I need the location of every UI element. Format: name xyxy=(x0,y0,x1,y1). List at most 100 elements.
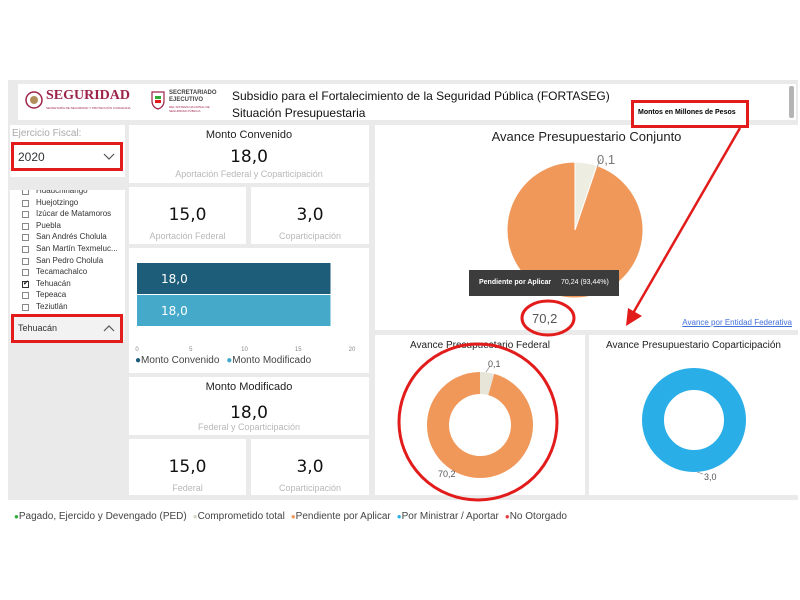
pie-label-pendiente: 70,2 xyxy=(532,311,558,326)
legend-label: Por Ministrar / Aportar xyxy=(401,511,499,522)
bar-chart-svg: 0 5 10 15 20 18,0 18,0 xyxy=(135,263,356,353)
ejercicio-fiscal-select[interactable]: 2020 xyxy=(18,150,45,164)
municipio-dropdown[interactable]: Tehuacán xyxy=(18,323,58,333)
sesnsp-logo-line2: EJECUTIVO xyxy=(169,97,204,103)
annotation-box-municipio xyxy=(11,314,123,343)
bar-axis-tick: 15 xyxy=(295,347,302,353)
municipio-checkbox[interactable] xyxy=(22,222,29,230)
bar-convenido xyxy=(137,263,331,294)
avance-coparticipacion-card: Avance Presupuestario Coparticipación 3,… xyxy=(589,335,798,495)
montos-badge: Montos en Millones de Pesos xyxy=(638,109,736,116)
bar-value-label: 18,0 xyxy=(161,304,188,318)
municipio-option[interactable]: Tepeaca xyxy=(36,290,67,300)
federal-label-comprometido: 0,1 xyxy=(488,359,501,369)
municipio-option[interactable]: Tecamachalco xyxy=(36,267,88,277)
sesnsp-logo: SECRETARIADO EJECUTIVO DEL SISTEMA NACIO… xyxy=(150,88,225,116)
bar-axis-tick: 10 xyxy=(241,347,248,353)
municipio-option[interactable]: Tehuacán xyxy=(36,278,71,288)
municipio-checkbox[interactable] xyxy=(22,257,29,265)
monto-convenido-value: 18,0 xyxy=(230,147,268,167)
avance-coparticipacion-donut xyxy=(642,368,746,475)
avance-conjunto-card: Avance Presupuestario Conjunto 0,1 70,2 … xyxy=(375,125,798,330)
avance-por-entidad-link[interactable]: Avance por Entidad Federativa xyxy=(682,318,792,327)
seguridad-logo-subtext: SECRETARÍA DE SEGURIDAD Y PROTECCIÓN CIU… xyxy=(46,106,131,110)
aportacion-federal-label: Aportación Federal xyxy=(149,231,226,241)
annotation-box-montos xyxy=(631,100,749,128)
chevron-down-icon[interactable] xyxy=(103,153,115,161)
status-legend: ●Pagado, Ejercido y Devengado (PED) ●Comp… xyxy=(14,506,573,524)
monto-convenido-card: Monto Convenido 18,0 Aportación Federal … xyxy=(129,125,369,183)
eagle-seal-icon xyxy=(25,91,43,109)
chevron-up-icon[interactable] xyxy=(103,324,115,332)
legend-dot: ● xyxy=(396,512,402,521)
legend-label: No Otorgado xyxy=(509,511,567,522)
montos-bar-chart: 0 5 10 15 20 18,0 18,0 ●Monto Convenido ●Mont… xyxy=(129,248,369,373)
municipio-checkbox[interactable] xyxy=(22,246,29,253)
legend-dot: ● xyxy=(290,512,296,521)
municipio-checkbox[interactable]: ✔ xyxy=(22,279,29,288)
page-subtitle: Situación Presupuestaria xyxy=(232,106,366,120)
modificado-coparticipacion-card: 3,0 Coparticipación xyxy=(251,439,369,495)
monto-modificado-title: Monto Modificado xyxy=(205,381,293,393)
bar-axis-tick: 5 xyxy=(189,347,193,353)
avance-conjunto-title: Avance Presupuestario Conjunto xyxy=(491,129,682,144)
municipio-checkbox[interactable] xyxy=(22,211,29,219)
monto-modificado-sub: Federal y Coparticipación xyxy=(197,422,301,432)
bar-modificado xyxy=(137,295,331,326)
slice-pendiente-por-aplicar xyxy=(427,372,533,478)
tooltip-value: 70,24 (93,44%) xyxy=(561,279,609,286)
bar-legend: ●Monto Convenido ●Monto Modificado xyxy=(135,355,311,366)
ejercicio-fiscal-label: Ejercicio Fiscal: xyxy=(12,128,82,139)
municipio-checkbox[interactable] xyxy=(22,190,29,195)
avance-federal-title: Avance Presupuestario Federal xyxy=(410,340,550,351)
monto-modificado-card: Monto Modificado 18,0 Federal y Copartic… xyxy=(129,377,369,435)
bar-axis-tick: 0 xyxy=(135,347,139,353)
legend-label: Comprometido total xyxy=(197,511,285,522)
municipio-option[interactable]: Puebla xyxy=(36,220,61,230)
legend-dot-modificado: ● xyxy=(226,355,233,366)
annotation-box-ejercicio xyxy=(11,142,123,171)
coparticipacion-value: 3,0 xyxy=(296,205,324,225)
sesnsp-logo-line1: SECRETARIADO xyxy=(169,90,217,96)
municipio-option[interactable]: Huejotzingo xyxy=(36,197,79,207)
bar-axis-tick: 20 xyxy=(349,347,356,353)
municipio-checkbox[interactable] xyxy=(22,199,29,207)
legend-label-convenido: Monto Convenido xyxy=(141,355,220,366)
legend-dot: ● xyxy=(14,512,19,521)
legend-label-modificado: Monto Modificado xyxy=(232,355,312,366)
municipio-list-slicer: Huauchinango Huejotzingo Izúcar de Matamor… xyxy=(10,190,125,318)
municipio-option[interactable]: Izúcar de Matamoros xyxy=(36,209,112,219)
avance-federal-card: Avance Presupuestario Federal 0,1 70,2 xyxy=(375,335,585,495)
municipio-option[interactable]: Huauchinango xyxy=(36,190,88,195)
dashboard: SEGURIDAD SECRETARÍA DE SEGURIDAD Y PROT… xyxy=(8,80,798,525)
seguridad-logo: SEGURIDAD SECRETARÍA DE SEGURIDAD Y PROT… xyxy=(24,88,139,116)
modificado-coparticipacion-value: 3,0 xyxy=(296,457,324,477)
monto-modificado-value: 18,0 xyxy=(230,403,268,423)
municipio-checkbox[interactable] xyxy=(22,269,29,277)
legend-dot-convenido: ● xyxy=(135,355,142,366)
monto-convenido-sub: Aportación Federal y Coparticipación xyxy=(175,169,323,179)
seguridad-logo-text: SEGURIDAD xyxy=(46,88,131,103)
municipio-option[interactable]: San Martín Texmeluc... xyxy=(36,244,118,253)
scrollbar[interactable] xyxy=(789,86,794,118)
municipio-checkbox[interactable] xyxy=(22,292,29,300)
donut-leader-line xyxy=(696,471,704,475)
municipio-option[interactable]: San Pedro Cholula xyxy=(36,255,104,265)
legend-label: Pagado, Ejercido y Devengado (PED) xyxy=(18,511,187,522)
legend-label: Pendiente por Aplicar xyxy=(295,511,391,522)
municipio-checkbox[interactable] xyxy=(22,234,29,242)
sesnsp-logo-subtext: DEL SISTEMA NACIONAL DE SEGURIDAD PÚBLIC… xyxy=(169,105,210,113)
modificado-coparticipacion-label: Coparticipación xyxy=(278,483,342,493)
slice-por-ministrar-aportar xyxy=(642,368,746,472)
aportacion-federal-card: 15,0 Aportación Federal xyxy=(129,187,246,244)
copart-label-ministrar: 3,0 xyxy=(704,472,717,482)
municipio-option[interactable]: Teziutlán xyxy=(36,302,68,311)
coparticipacion-label: Coparticipación xyxy=(278,231,342,241)
monto-convenido-title: Monto Convenido xyxy=(205,129,293,141)
bar-value-label: 18,0 xyxy=(161,272,188,286)
page-title: Subsidio para el Fortalecimiento de la S… xyxy=(232,89,610,103)
avance-federal-donut xyxy=(427,365,533,478)
municipio-checkbox[interactable] xyxy=(22,304,29,311)
municipio-option[interactable]: San Andrés Cholula xyxy=(36,232,107,242)
coparticipacion-card: 3,0 Coparticipación xyxy=(251,187,369,244)
